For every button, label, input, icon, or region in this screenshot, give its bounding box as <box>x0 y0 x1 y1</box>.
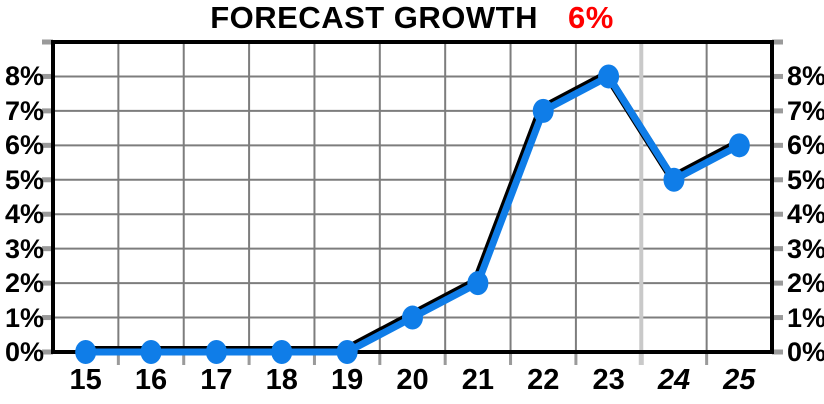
data-point <box>75 340 97 364</box>
y-axis-tick-right <box>772 246 783 252</box>
data-point <box>336 340 358 364</box>
x-axis-tick <box>443 354 447 365</box>
x-axis-label: 22 <box>527 364 560 396</box>
x-axis-label: 21 <box>461 364 494 396</box>
y-axis-label-left: 2% <box>4 268 44 299</box>
data-point <box>140 340 162 364</box>
y-axis-label-right: 6% <box>787 130 824 161</box>
data-point <box>598 64 620 89</box>
y-axis-tick-left <box>42 246 53 252</box>
x-axis-tick <box>312 354 316 365</box>
chart-title-value: 6% <box>568 0 614 35</box>
data-point <box>467 271 489 296</box>
y-axis-label-left: 8% <box>4 61 44 92</box>
x-axis-label: 20 <box>396 364 429 396</box>
y-axis-tick-right <box>772 280 783 286</box>
y-axis-tick-left <box>42 177 53 183</box>
plot-frame <box>51 40 774 354</box>
y-axis-tick-right <box>772 315 783 321</box>
y-axis-label-right: 8% <box>787 61 824 92</box>
y-axis-tick-left <box>42 142 53 148</box>
x-axis-label: 15 <box>69 364 102 396</box>
y-axis-tick-right <box>772 349 783 355</box>
y-axis-tick-right <box>772 39 783 45</box>
y-axis-tick-left <box>42 39 53 45</box>
x-axis-tick <box>247 354 251 365</box>
y-axis-label-right: 0% <box>787 337 824 367</box>
y-axis-tick-left <box>42 280 53 286</box>
x-axis-tick <box>638 354 644 365</box>
x-axis-tick <box>574 354 578 365</box>
data-point <box>663 167 685 192</box>
y-axis-label-left: 5% <box>4 164 44 195</box>
y-axis-label-left: 3% <box>4 233 44 264</box>
x-axis-label: 23 <box>592 364 625 396</box>
y-axis-tick-left <box>42 315 53 321</box>
chart-title-text: FORECAST GROWTH <box>210 0 538 35</box>
chart-title: FORECAST GROWTH 6% <box>0 0 824 36</box>
data-point <box>271 340 293 364</box>
x-axis-tick <box>116 354 120 365</box>
y-axis-tick-right <box>772 142 783 148</box>
y-axis-label-right: 5% <box>787 164 824 195</box>
y-axis-tick-left <box>42 108 53 114</box>
y-axis-label-right: 4% <box>787 199 824 230</box>
y-axis-label-right: 1% <box>787 302 824 333</box>
x-axis-label: 19 <box>330 364 364 396</box>
y-axis-label-right: 7% <box>787 95 824 126</box>
y-axis-tick-right <box>772 177 783 183</box>
data-point <box>532 98 554 123</box>
x-axis-label: 18 <box>265 364 298 396</box>
x-axis-label: 16 <box>134 364 168 396</box>
data-point <box>402 305 423 330</box>
y-axis-tick-right <box>772 108 783 114</box>
x-axis-tick <box>182 354 186 365</box>
y-axis-tick-left <box>42 73 53 79</box>
x-axis-tick <box>509 354 513 365</box>
y-axis-tick-right <box>772 211 783 217</box>
y-axis-tick-left <box>42 349 53 355</box>
y-axis-label-left: 4% <box>4 199 44 230</box>
y-axis-tick-right <box>772 73 783 79</box>
y-axis-label-left: 6% <box>4 130 44 161</box>
x-axis-tick <box>378 354 382 365</box>
data-point <box>205 340 227 364</box>
y-axis-tick-left <box>42 211 53 217</box>
x-axis-label: 17 <box>200 364 233 396</box>
y-axis-label-right: 2% <box>787 268 824 299</box>
x-axis-tick <box>705 354 709 365</box>
y-axis-label-left: 1% <box>4 302 44 333</box>
y-axis-label-left: 0% <box>4 337 44 367</box>
x-axis-label: 24 <box>657 364 691 396</box>
x-axis-label: 25 <box>723 364 756 396</box>
y-axis-label-right: 3% <box>787 233 824 264</box>
y-axis-label-left: 7% <box>4 95 44 126</box>
data-point <box>728 133 750 158</box>
